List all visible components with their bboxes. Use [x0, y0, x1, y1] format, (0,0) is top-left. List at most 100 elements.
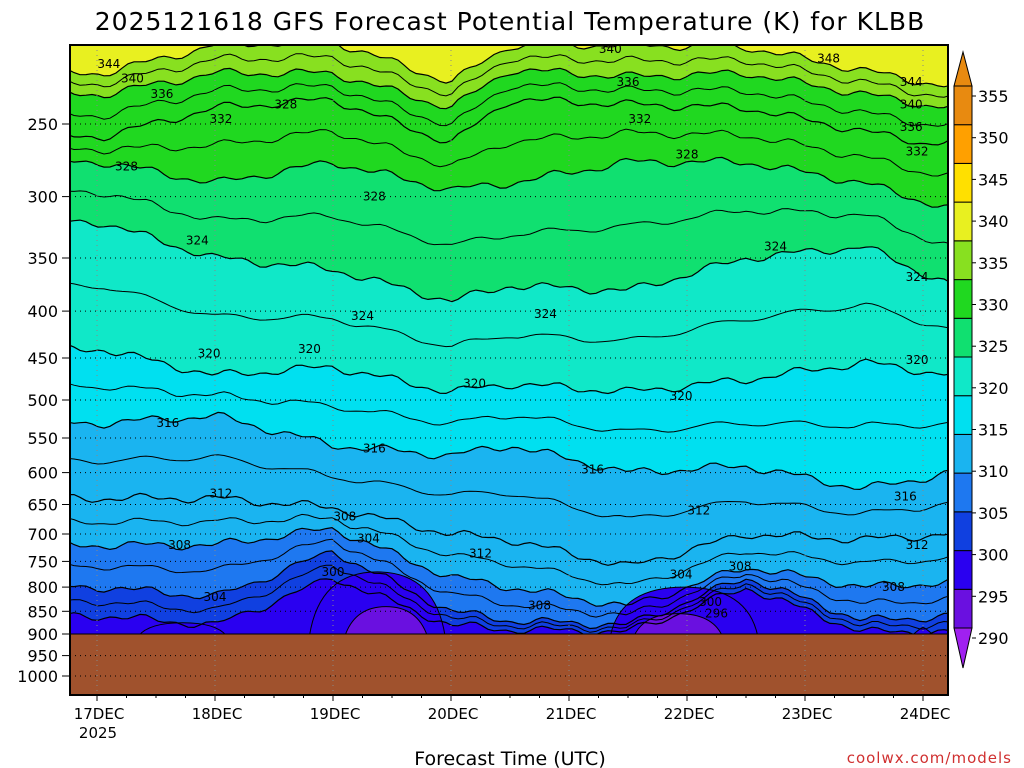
contour-label: 308 [333, 510, 356, 524]
y-tick-label: 250 [27, 115, 58, 134]
x-tick-label: 23DEC [782, 705, 833, 723]
terrain-below-surface [69, 633, 949, 696]
contour-label: 324 [186, 234, 209, 248]
cold-pool [137, 622, 228, 637]
y-axis: 250 300 350 400 450 500 550 600 650 700 750 800 850 9… [17, 115, 70, 686]
y-tick-label: 300 [27, 188, 58, 207]
isentrope-336 [70, 67, 948, 110]
contour-label: 328 [676, 148, 699, 162]
contour-label: 312 [469, 546, 492, 560]
y-tick-label: 900 [27, 625, 58, 644]
cold-pool [344, 606, 429, 637]
contour-label: 308 [168, 538, 191, 552]
colorbar-label: 355 [978, 87, 1009, 106]
contour-label: 304 [357, 532, 380, 546]
x-tick-label: 24DEC [900, 705, 951, 723]
contour-label: 328 [115, 159, 138, 173]
colorbar-swatch [953, 356, 973, 397]
y-tick-label: 1000 [17, 667, 58, 686]
colorbar-label: 290 [978, 629, 1009, 648]
colorbar-swatch [953, 472, 973, 513]
contour-label: 312 [209, 486, 232, 500]
colorbar-swatch [953, 201, 973, 242]
colorbar-label: 335 [978, 254, 1009, 273]
colorbar-label: 340 [978, 212, 1009, 231]
colorbar-label: 320 [978, 379, 1009, 398]
x-axis-label: Forecast Time (UTC) [414, 748, 605, 768]
colorbar-label: 310 [978, 462, 1009, 481]
contour-label: 324 [764, 239, 787, 253]
colorbar-low-arrow [953, 627, 973, 669]
isentrope-intermediate [70, 128, 948, 177]
colorbar-swatch [953, 317, 973, 358]
plot-frame [69, 44, 949, 696]
colorbar-label: 330 [978, 296, 1009, 315]
contour-label: 340 [121, 72, 144, 86]
colorbar-swatch [953, 433, 973, 474]
contour-label: 320 [298, 342, 321, 356]
y-tick-label: 650 [27, 496, 58, 515]
isentrope-intermediate [70, 454, 948, 518]
colorbar-label: 325 [978, 337, 1009, 356]
isentrope-312 [70, 492, 948, 566]
isentrope-intermediate [70, 282, 948, 348]
contour-label: 320 [463, 377, 486, 391]
y-tick-label: 400 [27, 302, 58, 321]
contour-label: 312 [906, 538, 929, 552]
isentrope-intermediate [70, 383, 948, 433]
y-tick-label: 500 [27, 391, 58, 410]
isentrope-intermediate [70, 82, 948, 127]
y-tick-label: 450 [27, 349, 58, 368]
contour-label: 332 [209, 112, 232, 126]
contour-label: 312 [687, 504, 710, 518]
contour-label: 336 [900, 120, 923, 134]
y-tick-label: 700 [27, 525, 58, 544]
contour-label: 340 [900, 97, 923, 111]
contour-label: 328 [363, 190, 386, 204]
contour-label: 320 [198, 347, 221, 361]
colorbar-label: 315 [978, 421, 1009, 440]
contour-label: 344 [97, 57, 120, 71]
isentrope-intermediate [70, 564, 948, 633]
colorbar-swatch [953, 162, 973, 203]
y-tick-label: 350 [27, 249, 58, 268]
contour-label: 324 [534, 307, 557, 321]
contour-label: 332 [628, 112, 651, 126]
isentrope-304 [70, 550, 948, 630]
contour-label: 300 [322, 565, 345, 579]
contour-label: 316 [156, 416, 179, 430]
isentrope-intermediate [70, 53, 948, 98]
isentrope-316 [70, 411, 948, 491]
colorbar-label: 295 [978, 587, 1009, 606]
y-tick-label: 850 [27, 602, 58, 621]
x-tick-label: 22DEC [664, 705, 715, 723]
contour-label: 316 [894, 489, 917, 503]
colorbar-label: 300 [978, 546, 1009, 565]
contour-label: 332 [906, 145, 929, 159]
credit-text: coolwx.com/models [847, 749, 1012, 767]
contour-label: 308 [729, 560, 752, 574]
colorbar-label: 345 [978, 170, 1009, 189]
contour-label: 336 [150, 87, 173, 101]
x-tick-label: 20DEC [428, 705, 479, 723]
contour-label: 348 [817, 51, 840, 65]
y-tick-label: 750 [27, 552, 58, 571]
contour-label: 300 [699, 595, 722, 609]
colorbar-swatch [953, 395, 973, 435]
isentrope-lines [70, 45, 948, 638]
x-tick-label: 17DEC [74, 705, 125, 723]
isentrope-intermediate [70, 190, 948, 246]
colorbar-swatch [953, 240, 973, 281]
isentrope-300 [70, 578, 948, 638]
contour-label: 316 [363, 442, 386, 456]
grid-lines [70, 45, 948, 695]
y-tick-label: 550 [27, 429, 58, 448]
contour-label: 324 [351, 309, 374, 323]
colorbar-swatch [953, 279, 973, 319]
contour-label: 328 [274, 97, 297, 111]
cold-pool [633, 613, 724, 637]
contour-label: 336 [617, 75, 640, 89]
potential-temperature-field [70, 45, 948, 695]
isentrope-intermediate [70, 538, 948, 618]
